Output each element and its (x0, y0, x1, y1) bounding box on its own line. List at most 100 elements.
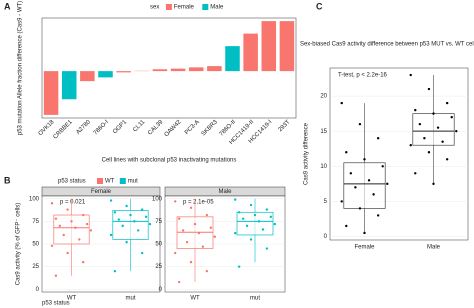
x-tick-label: mut (250, 296, 260, 302)
point (74, 226, 77, 229)
point (418, 122, 422, 126)
legend-swatch (165, 4, 172, 10)
point (140, 208, 144, 211)
point (363, 231, 366, 235)
legend-swatch (119, 178, 126, 184)
x-tick-label: A2780 (75, 119, 92, 136)
annotation: T-test, p < 2.2e-16 (338, 73, 388, 79)
point (414, 108, 417, 112)
point (54, 274, 58, 277)
y-tick-label: 0 (36, 287, 40, 293)
strip-label: Male (218, 189, 232, 195)
point (78, 238, 81, 241)
point (381, 165, 384, 168)
point (427, 87, 431, 91)
point (189, 260, 193, 264)
point (257, 220, 261, 223)
legend-title: p53 status (58, 179, 86, 185)
point (70, 220, 73, 223)
point (340, 200, 343, 203)
point (89, 229, 93, 232)
panel-label: B (4, 175, 11, 185)
point (50, 244, 54, 248)
point (66, 208, 69, 211)
bar (225, 46, 240, 72)
point (358, 122, 362, 126)
chart-title: Sex-biased Cas9 activity difference betw… (300, 42, 474, 48)
point (133, 220, 136, 223)
point (237, 265, 241, 268)
bar (98, 71, 113, 78)
point (113, 211, 117, 214)
point (129, 213, 132, 217)
legend-swatch (202, 4, 209, 10)
point (261, 228, 265, 231)
x-axis-label: Cell lines with subclonal p53 inactivati… (102, 158, 237, 164)
y-tick-label: 15 (320, 129, 327, 135)
point (345, 151, 348, 154)
annotation: p = 0.021 (60, 200, 86, 206)
box (343, 162, 386, 209)
y-tick-label: 25 (155, 264, 162, 270)
x-tick-label: Male (427, 245, 441, 251)
point (409, 73, 412, 77)
x-tick-label: CAL39 (147, 119, 165, 137)
point (193, 222, 197, 226)
point (85, 222, 89, 226)
point (241, 217, 245, 220)
x-tick-label: OGP1 (112, 119, 129, 136)
point (234, 231, 237, 235)
point (340, 101, 343, 105)
bar (207, 66, 222, 72)
y-tick-label: 0 (159, 287, 163, 293)
point (354, 186, 357, 189)
point (249, 238, 253, 241)
point (367, 179, 371, 182)
bar (43, 71, 59, 115)
point (181, 229, 185, 232)
point (436, 126, 440, 129)
y-tick-label: 75 (32, 219, 39, 225)
point (140, 251, 144, 255)
x-tick-label: 786O-I (93, 119, 110, 136)
point (54, 217, 58, 220)
x-tick-label: CL11 (132, 119, 147, 134)
y-tick-label: 10 (320, 164, 327, 170)
point (349, 172, 353, 175)
point (109, 233, 113, 237)
y-tick-label: 100 (29, 196, 40, 202)
point (234, 198, 237, 201)
y-axis-label: Cas9 activity (% of GFP⁻ cells) (16, 203, 22, 286)
point (81, 213, 85, 217)
point (363, 158, 366, 161)
point (137, 229, 140, 232)
point (109, 199, 113, 202)
point (345, 224, 348, 228)
point (205, 213, 209, 217)
bar (170, 68, 186, 72)
x-axis-label: p53 status (42, 301, 70, 307)
point (386, 182, 389, 186)
y-tick-label: 0 (324, 234, 328, 240)
point (189, 206, 193, 209)
point (376, 214, 380, 217)
point (125, 204, 128, 208)
point (62, 233, 65, 237)
y-tick-label: 20 (320, 94, 327, 100)
x-tick-label: OAW42 (164, 119, 183, 138)
point (432, 182, 435, 186)
plot-background (329, 67, 469, 241)
bar (61, 71, 77, 100)
y-tick-label: 5 (324, 199, 328, 205)
y-tick-label: 50 (32, 242, 39, 248)
annotation: p = 2.1e-05 (183, 200, 214, 206)
x-tick-label: PC3-A (184, 119, 201, 136)
strip-label: Female (91, 189, 112, 195)
point (376, 137, 380, 140)
point (372, 193, 375, 196)
point (245, 224, 249, 228)
point (273, 222, 276, 226)
point (269, 215, 273, 219)
bar (116, 71, 131, 73)
